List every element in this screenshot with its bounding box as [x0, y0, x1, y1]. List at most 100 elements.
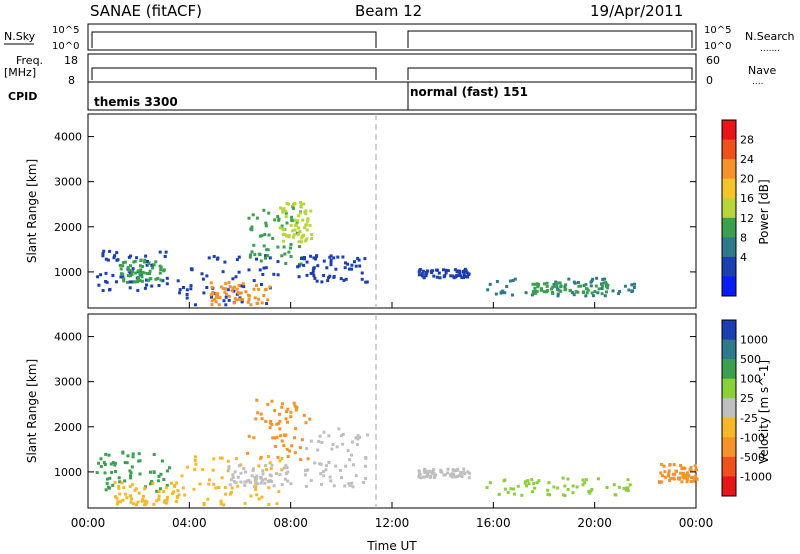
velocity-cell	[270, 479, 274, 483]
velocity-cell	[233, 470, 237, 474]
power-cell	[207, 256, 211, 260]
power-cell	[577, 284, 581, 288]
velocity-cell	[249, 480, 252, 484]
velocity-colorbar-swatch	[722, 476, 736, 497]
power-cell	[226, 288, 230, 292]
velocity-cell	[533, 486, 537, 490]
velocity-cell	[128, 494, 132, 498]
cpid-segment-2: normal (fast) 151	[410, 85, 528, 99]
power-cell	[304, 239, 308, 243]
power-cell	[248, 255, 252, 259]
power-cell	[329, 261, 333, 265]
velocity-cell	[208, 478, 211, 482]
velocity-cell	[156, 479, 160, 483]
power-cell	[305, 273, 309, 277]
power-cell	[136, 289, 140, 292]
nsearch-dots: .......	[760, 44, 780, 54]
power-cell	[255, 257, 258, 261]
velocity-cell	[320, 440, 324, 444]
velocity-cell	[692, 476, 696, 480]
velocity-cell	[456, 474, 460, 478]
velocity-cell	[285, 410, 288, 414]
power-cell	[148, 272, 152, 276]
power-cell	[202, 291, 206, 295]
velocity-cell	[183, 493, 187, 497]
power-cell	[281, 233, 285, 236]
velocity-cell	[462, 467, 466, 471]
power-cell	[310, 237, 313, 240]
power-cell	[253, 296, 257, 300]
velocity-cell	[256, 411, 260, 415]
power-cell	[462, 272, 466, 276]
power-cell	[421, 269, 425, 273]
velocity-cell	[109, 462, 113, 466]
power-cell	[276, 245, 280, 249]
velocity-cell	[201, 468, 205, 472]
power-cell	[458, 269, 462, 273]
velocity-cell	[356, 434, 360, 438]
power-cell	[139, 268, 143, 272]
power-cell	[215, 292, 219, 296]
velocity-cell	[690, 476, 694, 479]
power-cell	[262, 266, 266, 270]
power-cell	[555, 281, 559, 285]
power-cell	[458, 271, 462, 275]
power-cell	[556, 292, 560, 296]
power-cell	[304, 212, 308, 216]
velocity-cell	[223, 486, 227, 489]
power-cell	[268, 256, 272, 260]
velocity-cell	[194, 455, 197, 459]
power-cell	[312, 256, 316, 260]
velocity-cell	[173, 484, 176, 488]
power-cell	[585, 287, 589, 291]
velocity-cell	[266, 402, 270, 406]
power-cell	[296, 219, 300, 223]
velocity-cell	[679, 464, 683, 467]
velocity-cell	[354, 436, 358, 440]
power-cell	[303, 256, 306, 259]
velocity-cell	[426, 473, 429, 477]
velocity-cell	[230, 486, 234, 490]
power-cluster-2	[176, 254, 280, 307]
velocity-cell	[289, 415, 293, 419]
velocity-cell	[626, 489, 630, 493]
velocity-cell	[135, 503, 138, 507]
velocity-cell	[228, 483, 232, 487]
velocity-cell	[129, 500, 133, 504]
power-cell	[136, 275, 140, 279]
power-cell	[253, 253, 257, 257]
power-cell	[585, 291, 589, 295]
velocity-cell	[328, 475, 332, 479]
power-cell	[228, 285, 232, 289]
velocity-cell	[428, 475, 432, 479]
power-cell	[559, 284, 563, 288]
power-cell	[266, 248, 270, 252]
velocity-cell	[218, 456, 222, 460]
power-cell	[292, 233, 296, 237]
velocity-cell	[272, 484, 276, 488]
velocity-cell	[129, 471, 133, 475]
power-cell	[232, 289, 236, 293]
power-cell	[224, 282, 228, 286]
velocity-cell	[660, 480, 664, 484]
power-cell	[218, 296, 222, 300]
power-cell	[420, 274, 424, 278]
power-cell	[545, 284, 549, 288]
velocity-cell	[157, 497, 161, 501]
velocity-cell	[502, 479, 506, 483]
velocity-cell	[681, 473, 685, 477]
velocity-cell	[211, 468, 215, 472]
velocity-cell	[692, 479, 696, 483]
velocity-cell	[689, 469, 693, 473]
power-colorbar-swatch	[722, 217, 736, 238]
velocity-cell	[113, 461, 117, 465]
velocity-cell	[254, 478, 258, 482]
velocity-cell	[293, 436, 296, 440]
velocity-cell	[659, 471, 663, 475]
power-cell	[542, 290, 546, 294]
power-cell	[494, 292, 498, 296]
velocity-cell	[145, 500, 149, 504]
velocity-cell	[131, 483, 135, 487]
velocity-cell	[667, 472, 671, 476]
velocity-cell	[162, 490, 166, 493]
